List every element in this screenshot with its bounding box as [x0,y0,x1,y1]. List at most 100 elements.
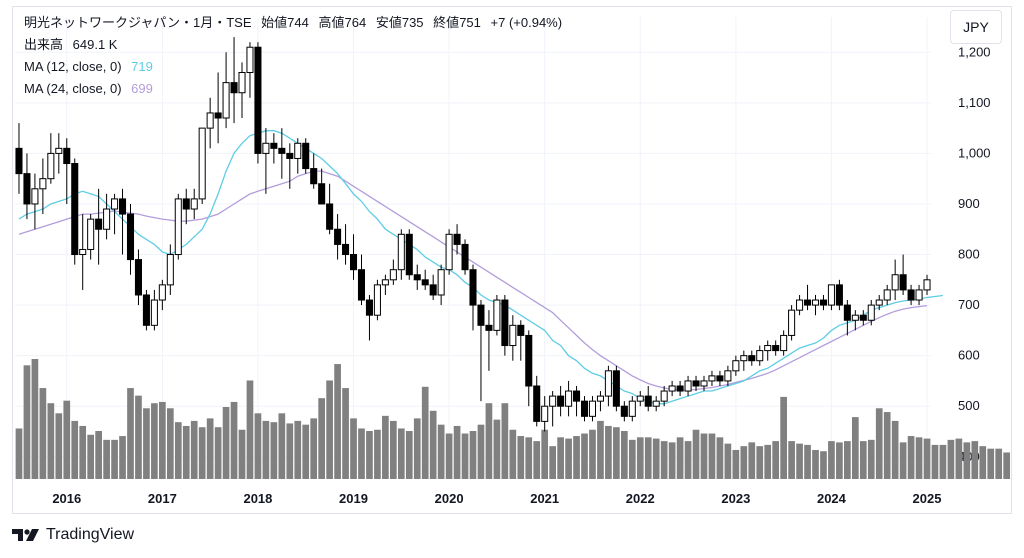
volume-bar [756,446,764,479]
currency-button[interactable]: JPY [950,10,1002,44]
volume-bar [390,420,397,479]
candle [222,52,230,129]
candle-body [612,370,620,407]
candle [620,401,628,422]
volume-bar [493,419,501,479]
candle-body [764,345,772,352]
candle [254,42,262,164]
volume-bar [485,403,493,479]
volume-bar [636,437,644,479]
volume-bar [732,449,740,479]
candle [628,396,636,422]
candle-body [596,395,604,402]
candle-body [867,304,875,321]
candle-body [413,274,421,281]
candle-body [684,380,692,392]
candle [867,300,875,326]
candle [182,188,190,225]
chart-frame: 4005006007008009001,0001,1001,2002016201… [12,6,1012,514]
volume-bar [63,400,71,479]
candle-body [302,142,310,170]
candle [111,193,119,235]
volume-bar [652,438,660,479]
candle [238,62,246,119]
candle-body [182,198,190,210]
candle [445,229,453,275]
volume-bar [174,422,182,479]
tradingview-brand[interactable]: TradingView [12,526,134,544]
time-axis-label: 2021 [530,491,559,506]
candle [875,294,883,311]
volume-bar [867,439,875,479]
candle-body [326,203,334,230]
volume-bar [31,359,39,479]
candle [461,239,469,275]
volume-bar [605,425,612,479]
candle-body [716,375,724,382]
candle [31,173,39,230]
volume-bar [310,418,318,479]
ma24-legend[interactable]: MA (24, close, 0) 699 [24,80,153,98]
candle [660,385,668,407]
candle-body [238,72,246,94]
candle [158,279,166,311]
candle-body [119,198,127,215]
candle [804,284,812,311]
volume-bar [676,437,684,479]
price-chart[interactable]: 4005006007008009001,0001,1001,2002016201… [13,7,1013,515]
volume-bar [111,439,118,479]
candle [716,370,724,386]
time-axis-label: 2024 [817,491,847,506]
candle [246,42,254,98]
volume-bar [342,388,349,479]
candle-body [63,147,71,165]
candle [453,224,461,255]
candle-body [190,198,198,210]
volume-bar [844,441,851,479]
volume-bar [230,401,238,479]
candle-body [79,248,87,256]
change-value: +7 (+0.94%) [490,15,563,30]
candle-body [891,274,899,291]
candle [724,365,732,386]
volume-bar [788,441,795,479]
open-value: 744 [287,15,309,30]
candle [676,380,684,397]
candle-body [349,254,358,271]
volume-bar [421,386,429,479]
candle-body [429,284,437,296]
ma24-line [18,170,928,391]
candle-body [453,233,461,245]
volume-bar [931,444,939,479]
candle-body [342,243,350,256]
volume-bar [151,403,158,479]
candle-body [636,395,644,402]
volume-bar [796,443,803,479]
candle-body [111,198,119,210]
candle-body [620,405,628,417]
volume-bar [15,428,23,479]
candle-body [708,375,716,382]
candle [150,289,158,331]
ma24-label: MA (24, close, 0) [24,81,122,96]
volume-bar [836,442,843,479]
ma12-legend[interactable]: MA (12, close, 0) 719 [24,58,153,76]
candle-body [660,390,668,402]
candle [95,188,103,265]
candle [47,133,55,184]
volume-bar [166,408,174,479]
volume-bar [955,438,963,479]
ma12-label: MA (12, close, 0) [24,59,122,74]
candle-body [859,314,867,321]
volume-bar [382,415,389,479]
candle [557,385,565,417]
price-tick-label: 700 [958,297,980,312]
candle [843,300,851,336]
price-tick-label: 600 [958,348,980,363]
candle [899,254,907,295]
candle-body [87,218,95,250]
candle [588,396,597,422]
candle [612,365,620,412]
candle-body [804,299,812,306]
volume-bar [684,441,692,479]
